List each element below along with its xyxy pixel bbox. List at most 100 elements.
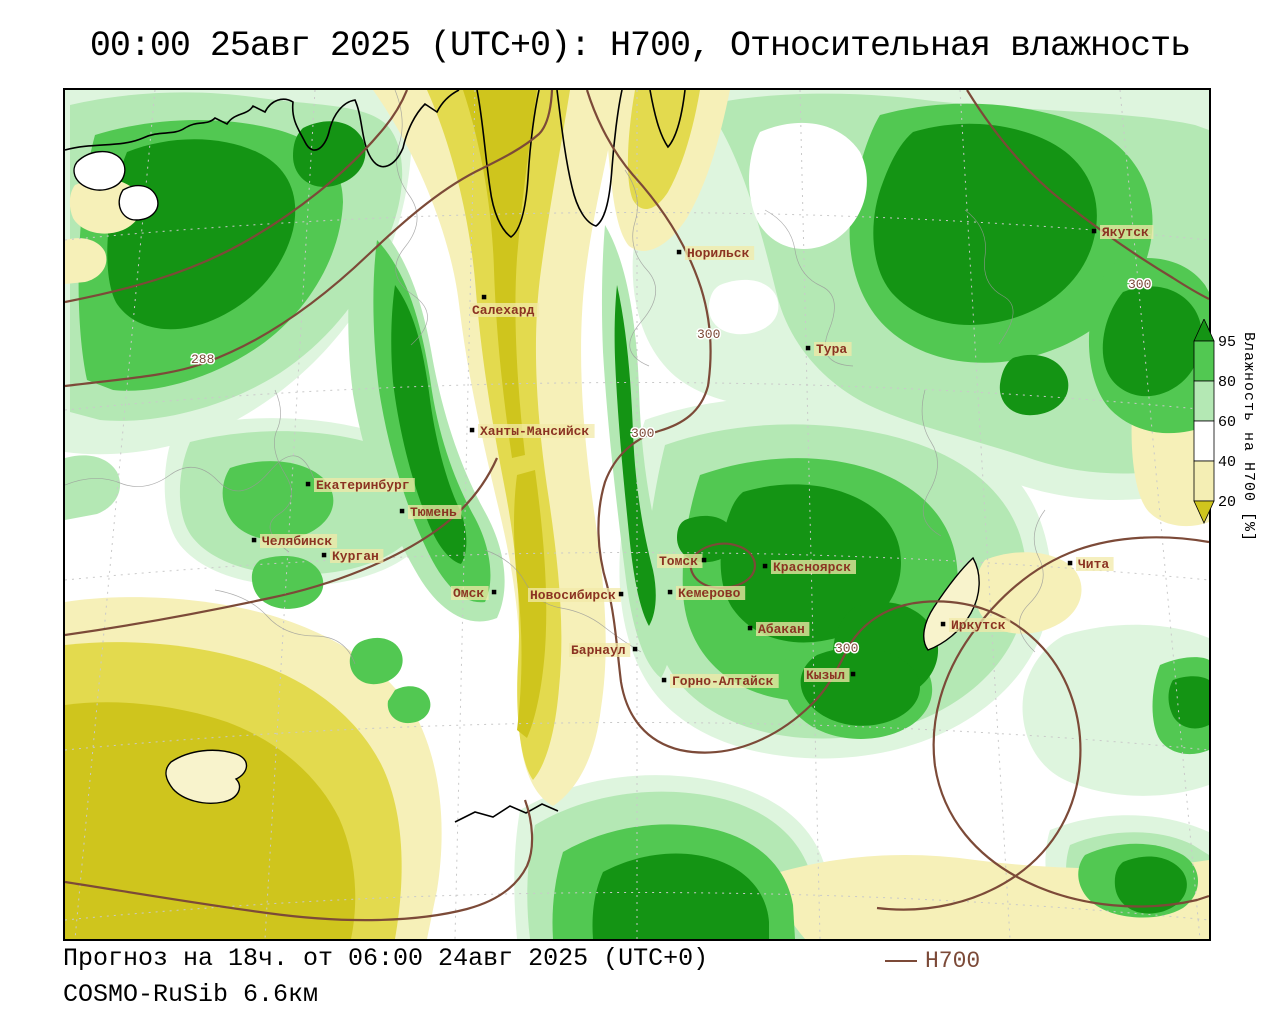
city-label: Красноярск [773, 560, 851, 575]
city-label-bg [1100, 225, 1154, 239]
city-label: Тура [816, 342, 847, 357]
city-dot [805, 345, 811, 351]
h700-line-swatch [885, 960, 917, 962]
city-label-bg [804, 668, 850, 682]
colorbar-tick: 40 [1218, 454, 1236, 471]
city-label-bg [771, 560, 856, 574]
h700-contour-layer [65, 90, 1209, 922]
colorbar-tick: 60 [1218, 414, 1236, 431]
contour-value-label: 300 [697, 327, 720, 342]
city-dot [1067, 560, 1073, 566]
city-label: Кызыл [806, 668, 845, 683]
city-label-bg [676, 586, 746, 600]
lake-southwest [165, 749, 248, 804]
city-label-bg [685, 246, 755, 260]
graticule-layer [65, 90, 1209, 939]
colorbar-tick: 80 [1218, 374, 1236, 391]
hole-layer [65, 122, 867, 335]
city-dot [667, 589, 673, 595]
colorbar-cell [1193, 340, 1215, 382]
river-line [454, 803, 559, 823]
taz-gulf [556, 90, 623, 227]
city-label: Норильск [687, 246, 750, 261]
city-label: Якутск [1102, 225, 1149, 240]
city-label: Горно-Алтайск [672, 674, 774, 689]
city-label-bg [408, 505, 462, 519]
city-label-bg [569, 643, 631, 657]
city-label: Челябинск [262, 534, 332, 549]
colorbar-cell [1193, 420, 1215, 462]
city-label-bg [451, 586, 489, 600]
contour-value-label: 300 [835, 641, 858, 656]
arctic-island [118, 184, 159, 221]
city-label-bg [949, 618, 1011, 632]
city-dot [481, 294, 487, 300]
city-dot [618, 591, 624, 597]
forecast-lead-text: Прогноз на 18ч. от 06:00 24авг 2025 (UTC… [63, 944, 709, 973]
city-label-bg [657, 554, 703, 568]
colorbar-tick: 20 [1218, 494, 1236, 511]
city-dot [676, 249, 682, 255]
colorbar-tick: 95 [1218, 334, 1236, 351]
page-title: 00:00 25авг 2025 (UTC+0): H700, Относите… [89, 26, 1191, 66]
city-label-bg [314, 478, 415, 492]
h700-legend-label: H700 [925, 948, 981, 974]
city-dot [661, 677, 667, 683]
city-label: Абакан [758, 622, 805, 637]
city-label-bg [1076, 557, 1114, 571]
colorbar-axis-label: Влажность на H700 [%] [1240, 332, 1257, 543]
yenisei-gulf [649, 90, 686, 149]
city-dot [305, 481, 311, 487]
city-label: Ханты-Мансийск [480, 424, 589, 439]
city-label-bg [478, 424, 595, 438]
contour-value-label: 288 [191, 352, 214, 367]
city-label: Новосибирск [530, 588, 616, 603]
city-dot [491, 589, 497, 595]
city-label-bg [670, 674, 779, 688]
ob-gulf [476, 90, 540, 238]
city-dot [469, 427, 475, 433]
city-label: Екатеринбург [316, 478, 410, 493]
admin-borders-layer [65, 90, 1046, 665]
city-label: Курган [332, 549, 379, 564]
label-layer: Норильск Якутск Салехард Тура Ханты-Мансийск… [190, 225, 1154, 689]
city-dot [399, 508, 405, 514]
colorbar-cell [1193, 460, 1215, 502]
city-label: Тюмень [410, 505, 457, 520]
city-label: Барнаул [571, 643, 626, 658]
city-label-bg [260, 534, 338, 548]
city-dot [321, 552, 327, 558]
coastline-layer [65, 90, 980, 823]
colorbar: 95 80 60 40 20 [1193, 319, 1236, 524]
h700-legend: H700 [885, 948, 980, 974]
lake-baikal [923, 556, 980, 651]
city-label: Кемерово [678, 586, 741, 601]
city-label-bg [330, 549, 384, 563]
city-label-bg [814, 342, 852, 356]
city-dot [850, 671, 856, 677]
colorbar-arrow-up [1193, 319, 1215, 342]
city-label-bg [470, 303, 540, 317]
city-label-bg [756, 622, 810, 636]
city-dot [762, 563, 768, 569]
arctic-island [73, 151, 126, 191]
city-label: Томск [659, 554, 698, 569]
city-dot [251, 537, 257, 543]
humidity-map: Норильск Якутск Салехард Тура Ханты-Мансийск… [65, 90, 1209, 939]
city-dot [632, 646, 638, 652]
city-label: Салехард [472, 303, 535, 318]
dark-green-layer [107, 121, 1209, 939]
city-dot [701, 557, 707, 563]
colorbar-arrow-down [1193, 500, 1215, 524]
colorbar-cell [1193, 380, 1215, 422]
city-label: Иркутск [951, 618, 1006, 633]
city-dot [747, 625, 753, 631]
model-name-text: COSMO-RuSib 6.6км [63, 980, 319, 1009]
forecast-map: Норильск Якутск Салехард Тура Ханты-Мансийск… [63, 88, 1211, 941]
city-dot [1091, 228, 1097, 234]
city-label: Омск [453, 586, 484, 601]
city-dot [940, 621, 946, 627]
contour-value-label: 300 [1128, 277, 1151, 292]
city-label-bg [528, 588, 621, 602]
city-label: Чита [1078, 557, 1109, 572]
